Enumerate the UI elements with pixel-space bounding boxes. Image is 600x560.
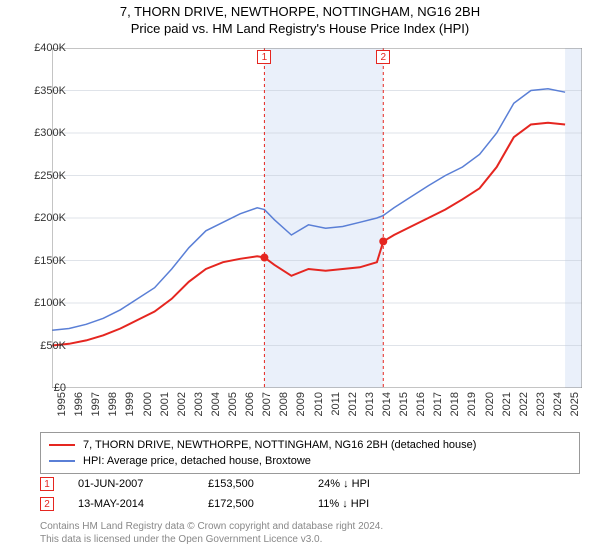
sale-marker-1: 1 [257,50,271,64]
sales-table: 1 01-JUN-2007£153,50024% ↓ HPI 2 13-MAY-201… [40,474,580,514]
x-tick-label: 1998 [107,392,119,416]
y-tick-label: £300K [34,127,66,139]
x-tick-label: 2015 [398,392,410,416]
footer-line2: This data is licensed under the Open Gov… [40,533,383,546]
x-tick-label: 1995 [56,392,68,416]
sale-marker-2: 2 [376,50,390,64]
x-tick-label: 2001 [159,392,171,416]
x-tick-label: 2025 [569,392,581,416]
x-tick-label: 2011 [330,392,342,416]
footer-attribution: Contains HM Land Registry data © Crown c… [40,520,383,546]
y-tick-label: £400K [34,42,66,54]
x-tick-label: 2010 [313,392,325,416]
x-tick-label: 2004 [210,392,222,416]
x-tick-label: 2018 [449,392,461,416]
y-tick-label: £100K [34,297,66,309]
x-tick-label: 2012 [347,392,359,416]
x-tick-label: 2016 [415,392,427,416]
legend-box: 7, THORN DRIVE, NEWTHORPE, NOTTINGHAM, N… [40,432,580,474]
footer-line1: Contains HM Land Registry data © Crown c… [40,520,383,533]
x-tick-label: 2005 [227,392,239,416]
y-tick-label: £150K [34,255,66,267]
x-tick-label: 2008 [278,392,290,416]
x-tick-label: 2017 [432,392,444,416]
sale-price: £153,500 [208,478,318,490]
x-tick-label: 2024 [552,392,564,416]
chart-area [52,48,582,388]
chart-container: 7, THORN DRIVE, NEWTHORPE, NOTTINGHAM, N… [0,0,600,560]
x-tick-label: 2000 [142,392,154,416]
x-tick-label: 1997 [90,392,102,416]
title-block: 7, THORN DRIVE, NEWTHORPE, NOTTINGHAM, N… [0,0,600,36]
sale-row: 2 13-MAY-2014£172,50011% ↓ HPI [40,494,580,514]
x-tick-label: 1999 [124,392,136,416]
sale-date: 13-MAY-2014 [78,498,208,510]
legend-swatch [49,460,75,462]
x-tick-label: 2007 [261,392,273,416]
sale-row: 1 01-JUN-2007£153,50024% ↓ HPI [40,474,580,494]
sale-marker: 2 [40,497,54,511]
y-tick-label: £50K [40,340,66,352]
x-tick-label: 2020 [484,392,496,416]
chart-subtitle: Price paid vs. HM Land Registry's House … [0,21,600,36]
y-tick-label: £350K [34,85,66,97]
chart-svg [52,48,582,388]
x-tick-label: 2021 [501,392,513,416]
x-tick-label: 2014 [381,392,393,416]
legend-row: 7, THORN DRIVE, NEWTHORPE, NOTTINGHAM, N… [49,437,571,453]
chart-title: 7, THORN DRIVE, NEWTHORPE, NOTTINGHAM, N… [0,4,600,19]
y-tick-label: £200K [34,212,66,224]
x-tick-label: 1996 [73,392,85,416]
sale-diff: 24% ↓ HPI [318,478,438,490]
y-tick-label: £250K [34,170,66,182]
sale-diff: 11% ↓ HPI [318,498,438,510]
x-tick-label: 2002 [176,392,188,416]
x-tick-label: 2013 [364,392,376,416]
legend-row: HPI: Average price, detached house, Brox… [49,453,571,469]
legend-label: 7, THORN DRIVE, NEWTHORPE, NOTTINGHAM, N… [83,439,476,451]
legend-swatch [49,444,75,446]
sale-date: 01-JUN-2007 [78,478,208,490]
x-tick-label: 2006 [244,392,256,416]
x-tick-label: 2022 [518,392,530,416]
sale-marker: 1 [40,477,54,491]
x-tick-label: 2019 [466,392,478,416]
x-tick-label: 2009 [295,392,307,416]
legend-label: HPI: Average price, detached house, Brox… [83,455,311,467]
x-tick-label: 2003 [193,392,205,416]
x-tick-label: 2023 [535,392,547,416]
sale-price: £172,500 [208,498,318,510]
